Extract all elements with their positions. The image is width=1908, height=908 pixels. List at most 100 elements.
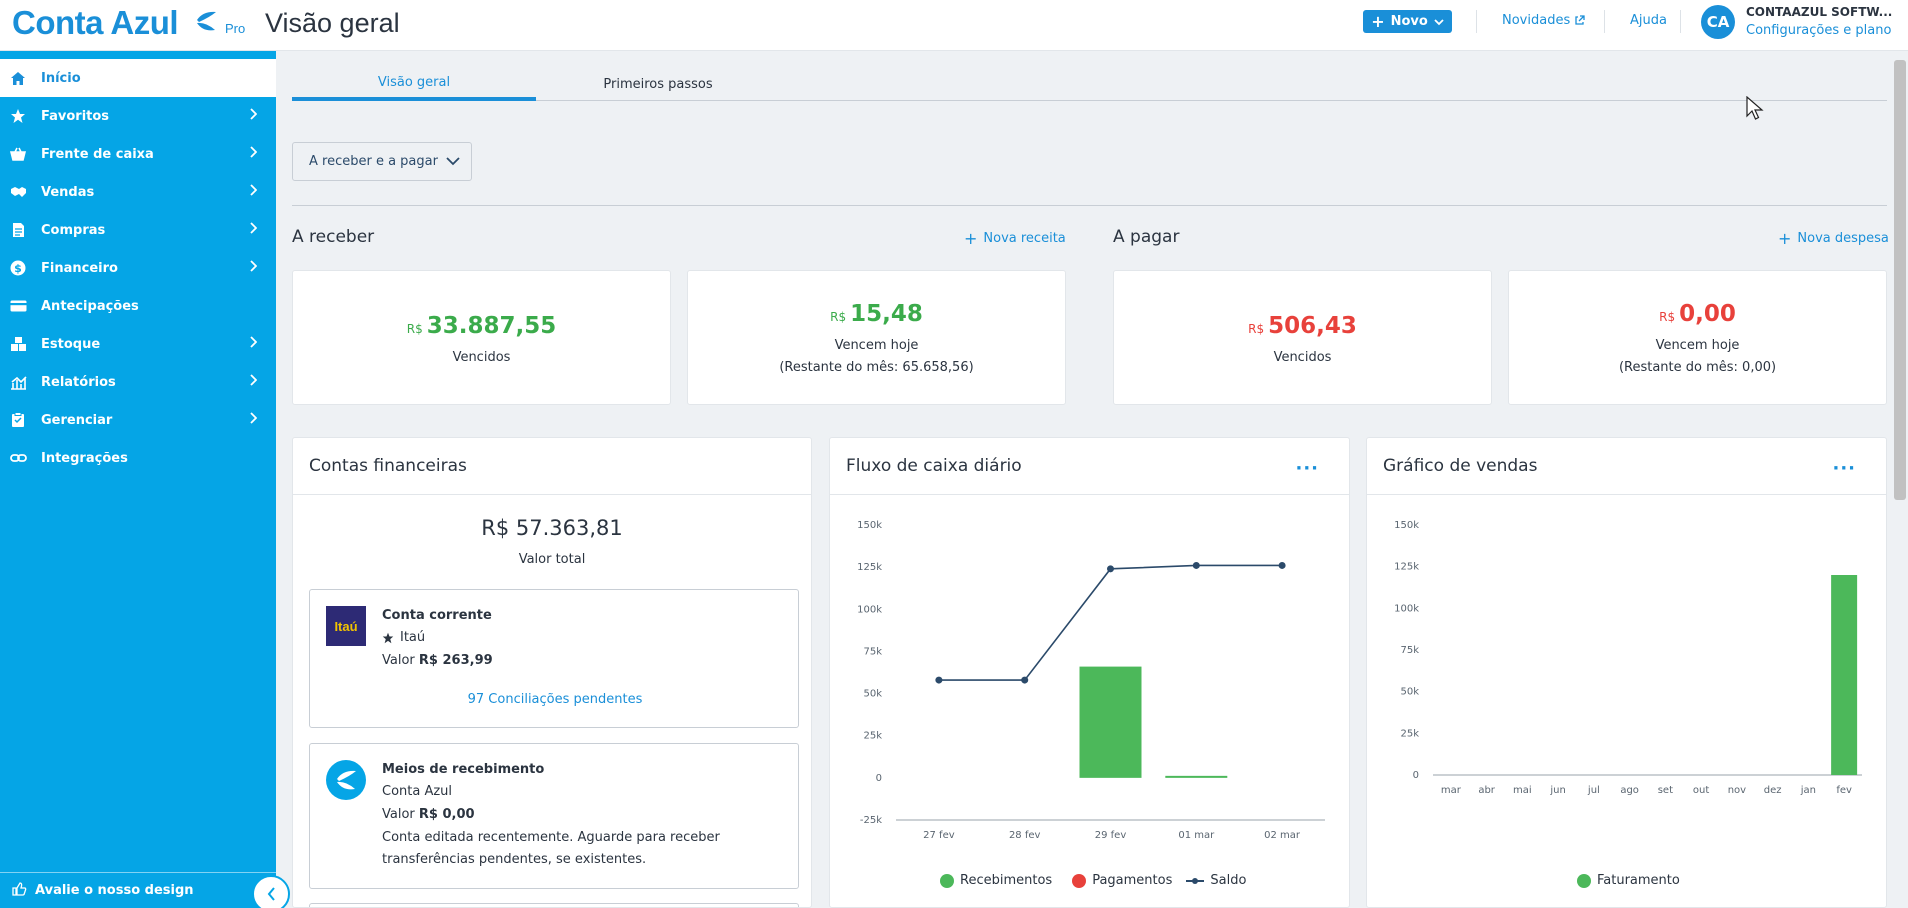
config-link[interactable]: Configurações e plano [1746,23,1892,38]
sidebar-item-gerenciar[interactable]: Gerenciar [0,401,276,439]
receivable-today-card[interactable]: R$ 15,48 Vencem hoje (Restante do mês: 65… [687,270,1066,405]
logo-pro-label: Pro [225,21,246,36]
sales-chart: 150k 125k 100k 75k 50k 25k 0 mar abr mai jun jul ago… [1394,520,1862,796]
chevron-right-icon [249,222,258,238]
new-expense-label: Nova despesa [1797,231,1889,246]
y-tick-label: 50k [1400,687,1419,698]
y-tick-label: 125k [857,562,882,573]
divider [1680,10,1681,33]
accounts-total: R$ 57.363,81 [481,516,623,540]
sidebar-item-antecipacoes[interactable]: Antecipações [0,287,276,325]
clipboard-icon [9,411,27,429]
new-income-link[interactable]: + Nova receita [964,229,1066,248]
receivable-overdue-amount: 33.887,55 [426,313,557,339]
sidebar-item-compras[interactable]: Compras [0,211,276,249]
sidebar-item-frente-de-caixa[interactable]: Frente de caixa [0,135,276,173]
dollar-icon: $ [9,259,27,277]
collapse-sidebar-button[interactable] [252,875,290,908]
logo-text[interactable]: Conta Azul [12,4,179,41]
help-link[interactable]: Ajuda [1630,13,1667,28]
receivable-title: A receber [292,227,375,247]
sales-panel: Gráfico de vendas ··· 150k 125k 100k 75k 50k… [1366,437,1887,908]
x-tick-label: ago [1620,785,1639,796]
sidebar-item-estoque[interactable]: Estoque [0,325,276,363]
sidebar-item-label: Relatórios [41,374,116,390]
legend-swatch [1072,873,1087,888]
legend-label: Faturamento [1597,873,1680,888]
sales-legend: Faturamento [1577,873,1680,888]
account-value: R$ 0,00 [418,807,475,822]
y-tick-label: 25k [863,731,882,742]
x-tick-label: fev [1836,785,1852,796]
y-tick-label: 75k [863,646,882,657]
chevron-left-icon [267,887,275,901]
sidebar-item-favoritos[interactable]: Favoritos [0,97,276,135]
account-bank: Itaú [400,630,426,645]
payable-today-amount: 0,00 [1679,301,1736,327]
saldo-point [1107,565,1114,573]
x-tick-label: nov [1728,785,1746,796]
x-tick-label: jan [1800,785,1816,796]
feedback-link[interactable]: Avalie o nosso design [0,872,276,908]
divider [1604,10,1605,33]
account-card-conta-azul[interactable]: Meios de recebimento Conta Azul Valor R$… [309,743,799,889]
tab-visao-geral[interactable]: Visão geral [292,67,536,101]
sidebar-item-relatorios[interactable]: Relatórios [0,363,276,401]
payable-overdue-card[interactable]: R$ 506,43 Vencidos [1113,270,1492,405]
card-icon [9,297,27,315]
faturamento-bar [1831,575,1858,775]
news-link[interactable]: Novidades [1502,13,1585,28]
y-tick-label: 150k [857,520,882,531]
receivable-overdue-card[interactable]: R$ 33.887,55 Vencidos [292,270,671,405]
new-income-label: Nova receita [983,231,1066,246]
handshake-icon [9,183,27,201]
conta-azul-logo-icon [326,760,366,800]
account-card-partial[interactable] [309,903,799,907]
filter-dropdown[interactable]: A receber e a pagar [292,142,472,181]
sidebar-item-label: Favoritos [41,108,110,124]
legend-swatch [1577,873,1591,888]
currency-label: R$ [1248,322,1265,336]
new-button-label: Novo [1390,14,1428,29]
filter-dropdown-label: A receber e a pagar [309,154,438,169]
page-scrollbar[interactable] [1894,60,1906,500]
cashflow-legend: Recebimentos Pagamentos Saldo [940,873,1246,888]
saldo-point [1278,561,1286,569]
chevron-down-icon [446,157,460,166]
legend-label: Saldo [1210,873,1247,888]
more-options-icon[interactable]: ··· [1295,458,1319,479]
chevron-right-icon [249,184,258,200]
account-card-itau[interactable]: Itaú Conta corrente Itaú Valor R$ 263,99… [309,589,799,728]
saldo-point [1192,561,1200,569]
plus-icon: + [1778,229,1792,248]
sidebar-item-label: Antecipações [41,298,139,314]
more-options-icon[interactable]: ··· [1832,458,1856,479]
mouse-cursor-icon [1746,96,1764,120]
chevron-right-icon [249,146,258,162]
plus-icon: + [1371,12,1385,31]
payable-overdue-amount: 506,43 [1268,313,1357,339]
company-name: CONTAAZUL SOFTW... [1746,5,1893,19]
boxes-icon [9,335,27,353]
sidebar-item-inicio[interactable]: Início [0,59,276,97]
sidebar-item-vendas[interactable]: Vendas [0,173,276,211]
accounts-panel-title: Contas financeiras [293,438,811,495]
external-link-icon [1575,15,1585,25]
tab-primeiros-passos[interactable]: Primeiros passos [603,76,713,92]
legend-line-swatch [1186,877,1205,884]
pending-reconciliations-link[interactable]: 97 Conciliações pendentes [467,692,643,707]
new-button[interactable]: + Novo [1363,10,1452,33]
sidebar-item-integracoes[interactable]: Integrações [0,439,276,477]
sidebar-item-financeiro[interactable]: $ Financeiro [0,249,276,287]
sales-panel-title: Gráfico de vendas [1383,456,1538,476]
feedback-label: Avalie o nosso design [35,883,194,898]
new-expense-link[interactable]: + Nova despesa [1778,229,1889,248]
payable-today-card[interactable]: R$ 0,00 Vencem hoje (Restante do mês: 0,0… [1508,270,1887,405]
sidebar-item-label: Gerenciar [41,412,113,428]
receivable-overdue-label: Vencidos [452,350,511,365]
avatar[interactable]: CA [1701,5,1735,39]
chevron-right-icon [249,108,258,124]
logo-mark-icon [197,11,216,31]
x-tick-label: jun [1549,785,1565,796]
account-name: Meios de recebimento [382,762,545,777]
